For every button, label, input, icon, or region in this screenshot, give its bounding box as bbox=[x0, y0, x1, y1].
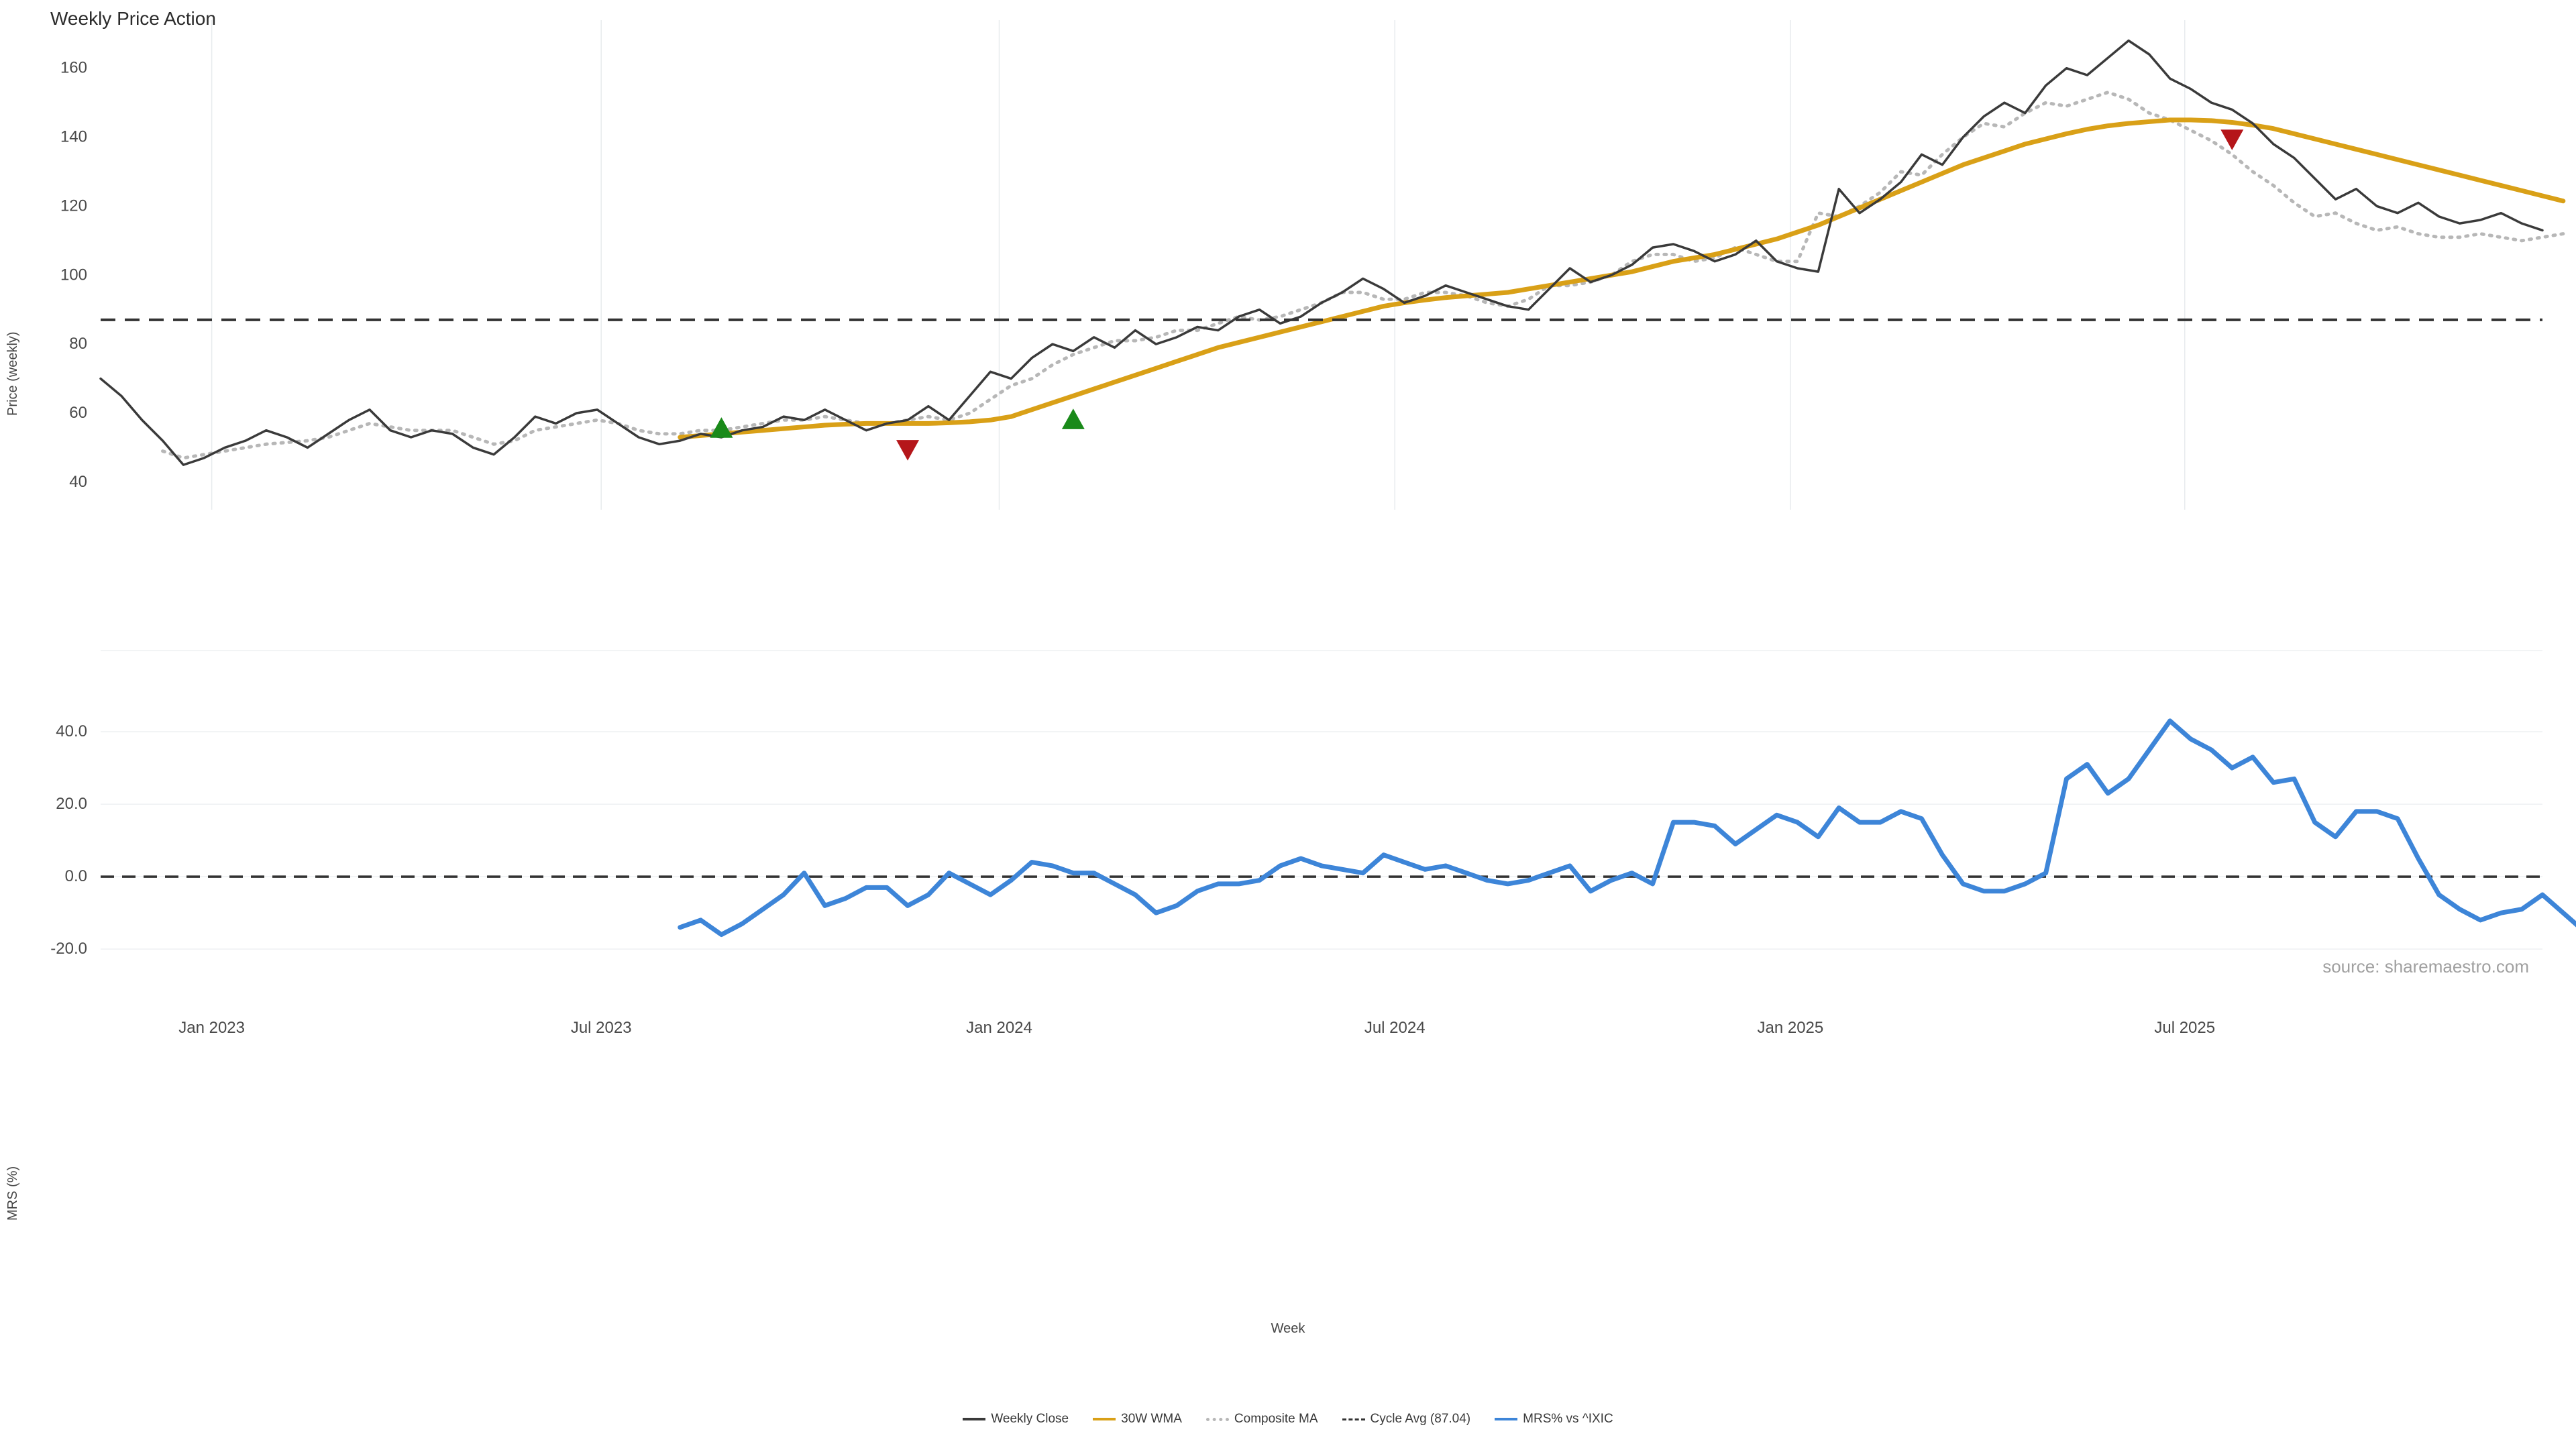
chart-title: Weekly Price Action bbox=[50, 8, 216, 30]
chart-legend: Weekly Close 30W WMA Composite MA Cycle … bbox=[0, 1412, 2576, 1427]
svg-text:160: 160 bbox=[60, 59, 87, 77]
svg-text:100: 100 bbox=[60, 266, 87, 284]
svg-text:source: sharemaestro.com: source: sharemaestro.com bbox=[2322, 956, 2529, 976]
svg-text:Jan 2023: Jan 2023 bbox=[178, 1019, 245, 1037]
chart-svg: 40 60 80 100 120 140 160 -20.0 0.0 20.0 40.0 Jan 20… bbox=[0, 0, 2576, 1449]
legend-item-mrs[interactable]: MRS% vs ^IXIC bbox=[1495, 1412, 1613, 1427]
mrs-axis-title: MRS (%) bbox=[5, 1166, 21, 1221]
svg-text:20.0: 20.0 bbox=[56, 795, 87, 813]
svg-text:Jan 2024: Jan 2024 bbox=[966, 1019, 1032, 1037]
legend-item-weekly-close[interactable]: Weekly Close bbox=[963, 1412, 1069, 1427]
svg-text:Jan 2025: Jan 2025 bbox=[1757, 1019, 1823, 1037]
svg-text:-20.0: -20.0 bbox=[50, 940, 87, 958]
svg-text:Jul 2025: Jul 2025 bbox=[2154, 1019, 2215, 1037]
svg-text:Jul 2023: Jul 2023 bbox=[571, 1019, 632, 1037]
legend-item-cycle-avg[interactable]: Cycle Avg (87.04) bbox=[1342, 1412, 1471, 1427]
legend-item-30w-wma[interactable]: 30W WMA bbox=[1093, 1412, 1182, 1427]
svg-text:80: 80 bbox=[69, 335, 87, 353]
svg-text:40: 40 bbox=[69, 473, 87, 491]
price-action-chart: Weekly Price Action Price (weekly) MRS (… bbox=[0, 0, 2576, 1449]
price-axis-title: Price (weekly) bbox=[5, 331, 21, 416]
week-axis-title: Week bbox=[1271, 1321, 1305, 1337]
svg-text:40.0: 40.0 bbox=[56, 722, 87, 740]
legend-item-composite-ma[interactable]: Composite MA bbox=[1206, 1412, 1318, 1427]
svg-text:Jul 2024: Jul 2024 bbox=[1364, 1019, 1426, 1037]
svg-text:60: 60 bbox=[69, 404, 87, 422]
svg-text:140: 140 bbox=[60, 128, 87, 146]
svg-text:0.0: 0.0 bbox=[65, 867, 87, 885]
svg-text:120: 120 bbox=[60, 197, 87, 215]
